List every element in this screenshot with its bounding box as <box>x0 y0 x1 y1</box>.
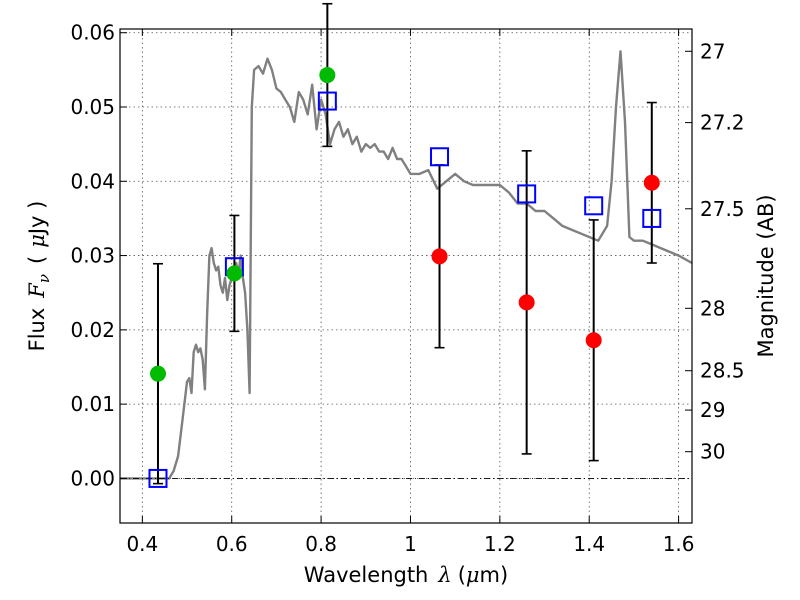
y2-tick-label: 27 <box>700 39 725 63</box>
y-tick-label: 0.01 <box>70 392 115 416</box>
y2-tick-label: 28 <box>700 296 725 320</box>
plot-frame <box>119 28 693 524</box>
y-axis-label-symbol: F <box>25 282 49 299</box>
y-tick-label: 0.05 <box>70 95 115 119</box>
y-axis-label-paren: ( <box>25 256 49 264</box>
grid-layer <box>120 29 692 523</box>
model-photometry-square <box>584 196 604 216</box>
upper-limit-point <box>518 294 535 311</box>
model-sed-line <box>120 50 693 480</box>
x-axis-label: Wavelength λ (μm) <box>304 563 508 587</box>
x-tick-label: 0.4 <box>126 532 158 556</box>
model-photometry-square <box>642 208 662 228</box>
upper-limit-point <box>643 174 660 191</box>
model-photometry-square <box>148 468 168 488</box>
detection-point <box>319 67 336 84</box>
y-tick-label: 0.06 <box>70 21 115 45</box>
axis-layer: 0.4 0.6 0.8 1 1.2 1.4 1.6 0.00 0.01 0.02 0.03 0.04 0… <box>70 21 744 556</box>
upper-limit-point <box>431 248 448 265</box>
x-tick-label: 1.6 <box>663 532 695 556</box>
upper-limit-point <box>585 332 602 349</box>
x-axis-label-unit: m) <box>480 563 509 587</box>
x-tick-label: 1 <box>404 532 417 556</box>
y-axis-label: Flux Fν ( μJy ) <box>25 201 53 352</box>
x-axis-label-symbol: λ <box>437 563 451 587</box>
y2-tick-label: 29 <box>700 398 725 422</box>
errorbar-layer <box>152 2 657 485</box>
y-axis-label-text: Flux <box>25 308 49 352</box>
x-tick-label: 1.4 <box>573 532 605 556</box>
x-axis-label-mu: μ <box>466 563 480 587</box>
y2-tick-label: 27.2 <box>700 111 745 135</box>
x-axis-label-text: Wavelength <box>304 563 429 587</box>
y2-tick-label: 30 <box>700 440 725 464</box>
y-tick-label: 0.04 <box>70 169 115 193</box>
x-tick-label: 0.8 <box>305 532 337 556</box>
x-axis-label-paren: ( <box>458 563 466 587</box>
model-photometry-square <box>517 184 537 204</box>
y-axis-label-unit: Jy ) <box>25 201 49 237</box>
y2-tick-label: 27.5 <box>700 197 745 221</box>
detection-point <box>226 265 243 282</box>
y-tick-label: 0.02 <box>70 318 115 342</box>
x-tick-label: 1.2 <box>484 532 516 556</box>
marker-layer <box>148 67 662 488</box>
y-axis-label-mu: μ <box>25 234 49 248</box>
y-tick-label: 0.03 <box>70 244 115 268</box>
y2-axis-label: Magnitude (AB) <box>754 194 778 357</box>
sed-layer <box>120 50 693 480</box>
model-photometry-square <box>317 91 337 111</box>
y2-tick-label: 28.5 <box>700 359 745 383</box>
y-axis-label-subscript: ν <box>35 274 53 283</box>
y-tick-label: 0.00 <box>70 466 115 490</box>
detection-point <box>149 365 166 382</box>
x-tick-label: 0.6 <box>216 532 248 556</box>
model-photometry-square <box>430 147 450 167</box>
